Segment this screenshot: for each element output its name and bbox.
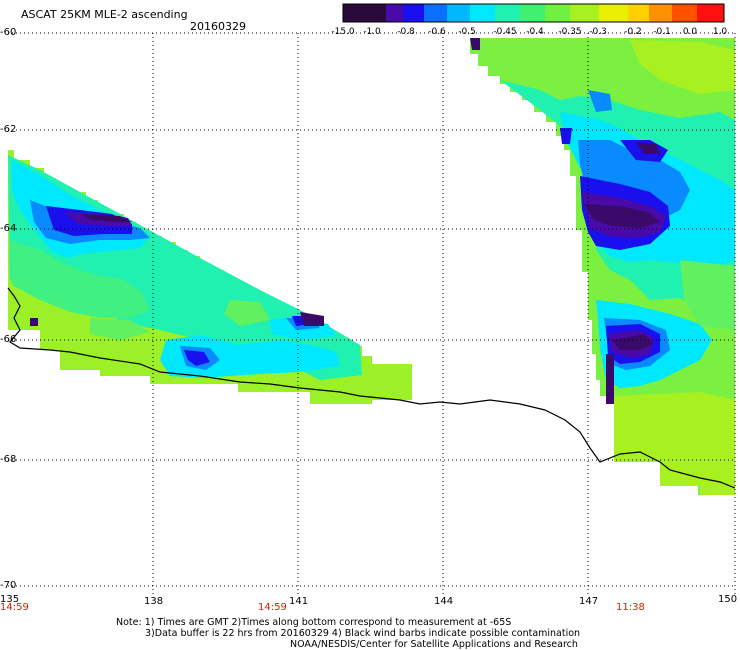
time-label: 11:38 xyxy=(616,602,645,613)
colorbar-label: -15.0 xyxy=(331,27,355,37)
colorbar-segment xyxy=(470,4,496,22)
colorbar-label: -0.1 xyxy=(653,27,671,37)
colorbar-label: -0.35 xyxy=(558,27,582,37)
colorbar-segment xyxy=(424,4,448,22)
map-title: ASCAT 25KM MLE-2 ascending xyxy=(21,8,188,21)
colorbar-segment xyxy=(697,4,724,22)
colorbar-label: -0.4 xyxy=(526,27,544,37)
note-line-3: NOAA/NESDIS/Center for Satellite Applica… xyxy=(290,639,578,650)
left-swath xyxy=(8,150,412,404)
graticule xyxy=(8,32,736,594)
colorbar-segment xyxy=(545,4,571,22)
colorbar-segment xyxy=(447,4,471,22)
colorbar-segment xyxy=(520,4,546,22)
colorbar-segment xyxy=(628,4,650,22)
note-line-1: Note: 1) Times are GMT 2)Times along bot… xyxy=(116,617,512,628)
colorbar-label: -0.45 xyxy=(493,27,517,37)
colorbar-label: -0.3 xyxy=(589,27,607,37)
colorbar-label: 1.0 xyxy=(712,27,728,37)
colorbar-segment xyxy=(403,4,425,22)
colorbar-segment xyxy=(672,4,698,22)
colorbar-segment xyxy=(386,4,404,22)
colorbar-label: -0.5 xyxy=(458,27,476,37)
colorbar-segment xyxy=(599,4,629,22)
colorbar-label: -1.0 xyxy=(363,27,381,37)
colorbar xyxy=(342,3,725,23)
colorbar-label: -0.6 xyxy=(428,27,446,37)
time-label: 14:59 xyxy=(0,602,29,613)
colorbar-segment xyxy=(649,4,673,22)
lat-label: -62 xyxy=(0,124,17,135)
lon-label: 144 xyxy=(434,596,454,607)
lat-label: -64 xyxy=(0,223,17,234)
lon-label: 147 xyxy=(579,596,599,607)
colorbar-segment xyxy=(570,4,600,22)
colorbar-label: -0.8 xyxy=(397,27,415,37)
lat-label: -70 xyxy=(0,580,17,591)
map-date: 20160329 xyxy=(190,20,246,33)
colorbar-label: -0.2 xyxy=(624,27,642,37)
lon-label: 135 xyxy=(0,594,20,605)
colorbar-label: 0.0 xyxy=(682,27,698,37)
lon-label: 141 xyxy=(289,596,309,607)
lon-label: 150 xyxy=(718,594,738,605)
antarctic-coastline xyxy=(7,287,736,489)
time-label: 14:59 xyxy=(258,602,287,613)
lon-label: 138 xyxy=(144,596,164,607)
lat-label: -66 xyxy=(0,334,17,345)
lat-label: -60 xyxy=(0,27,17,38)
note-line-2: 3)Data buffer is 22 hrs from 20160329 4)… xyxy=(145,628,581,639)
lat-label: -68 xyxy=(0,454,17,465)
colorbar-segment xyxy=(495,4,521,22)
right-swath xyxy=(470,38,735,495)
wind-map xyxy=(7,3,736,594)
colorbar-segment xyxy=(343,4,387,22)
